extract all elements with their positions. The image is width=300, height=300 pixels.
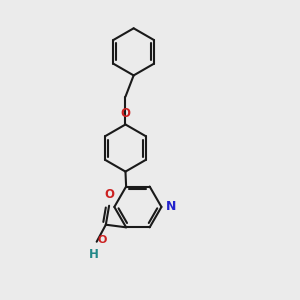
Text: H: H bbox=[89, 248, 99, 261]
Text: O: O bbox=[98, 236, 107, 245]
Text: N: N bbox=[165, 200, 176, 213]
Text: O: O bbox=[104, 188, 114, 201]
Text: O: O bbox=[121, 107, 130, 120]
